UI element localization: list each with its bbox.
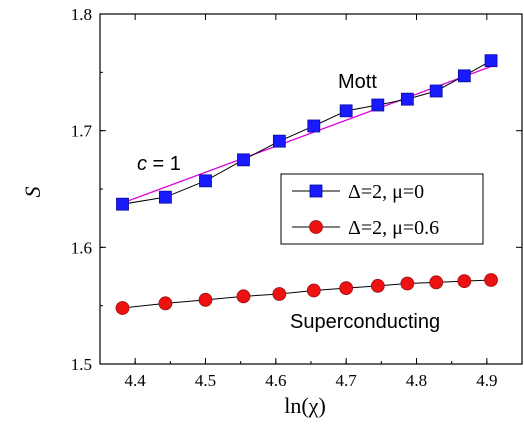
series-1-point	[237, 153, 250, 167]
legend-label-series-1: Δ=2, μ=0	[348, 181, 424, 203]
x-tick-label: 4.7	[336, 371, 358, 390]
legend-marker-series-1	[309, 184, 323, 198]
y-tick-label: 1.7	[71, 122, 93, 141]
series-layer	[115, 54, 498, 315]
y-tick-label: 1.8	[71, 5, 92, 24]
series-2-point	[236, 289, 251, 304]
superconducting-annotation: Superconducting	[290, 311, 440, 333]
series-2-point	[484, 273, 498, 287]
ticks-layer: 4.4 4.5 4.6 4.7 4.8 4.9 1.5 1.6 1.7 1.8	[71, 5, 523, 390]
series-2-point	[339, 281, 354, 296]
series-1-point	[400, 92, 414, 106]
x-tick-label: 4.6	[265, 371, 286, 390]
series-1-point	[457, 69, 471, 83]
series-1-point	[339, 104, 353, 118]
series-2-point	[457, 274, 472, 289]
legend-label-series-2: Δ=2, μ=0.6	[348, 217, 439, 239]
series-2-point	[370, 278, 385, 293]
series-2-point	[272, 287, 287, 301]
mott-annotation: Mott	[338, 71, 377, 93]
legend-marker-series-2	[309, 220, 323, 234]
series-2-point	[400, 276, 415, 291]
series-2-point	[429, 275, 444, 290]
series-1-point	[484, 54, 498, 68]
series-1-point	[429, 84, 443, 98]
legend: Δ=2, μ=0 Δ=2, μ=0.6	[280, 173, 484, 245]
y-axis-label: S	[20, 187, 45, 198]
series-1-point	[371, 98, 385, 112]
y-tick-label: 1.5	[71, 355, 92, 374]
x-tick-label: 4.4	[125, 371, 147, 390]
series-2-point	[158, 296, 173, 311]
series-1-point	[116, 197, 129, 211]
x-tick-label: 4.9	[476, 371, 497, 390]
series-1-point	[159, 190, 172, 204]
fit-line-layer	[122, 65, 492, 204]
series-2-point	[198, 292, 213, 307]
series-2-point	[306, 283, 321, 298]
fit-line	[122, 65, 492, 204]
c-equals-annotation: c = 1	[137, 153, 181, 175]
c-symbol: c	[137, 153, 147, 175]
x-tick-label: 4.8	[406, 371, 427, 390]
c-value: = 1	[147, 153, 181, 175]
x-tick-label: 4.5	[195, 371, 216, 390]
series-1-point	[272, 134, 286, 148]
series-2-point	[115, 301, 130, 315]
x-axis-label: ln(χ)	[284, 393, 326, 418]
y-tick-label: 1.6	[71, 238, 92, 257]
series-1-point	[307, 119, 321, 133]
series-1-point	[199, 174, 212, 188]
